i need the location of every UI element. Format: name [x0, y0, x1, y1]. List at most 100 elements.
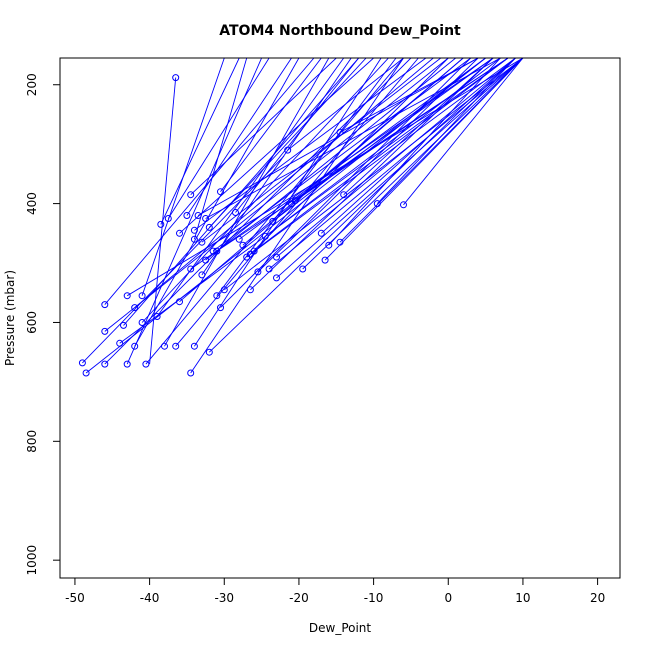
series-line-49 — [253, 58, 509, 252]
data-point-60 — [317, 229, 325, 237]
data-point-59 — [299, 265, 307, 273]
data-point-61 — [321, 256, 329, 264]
data-point-65 — [340, 191, 348, 199]
series-line-27 — [193, 58, 248, 240]
data-point-33 — [202, 215, 210, 222]
data-point-13 — [138, 292, 146, 300]
data-point-66 — [373, 200, 381, 208]
data-point-51 — [261, 232, 269, 240]
series-line-36 — [208, 58, 367, 228]
data-point-31 — [198, 271, 206, 279]
series-line-32 — [201, 58, 442, 243]
data-point-27 — [190, 235, 198, 243]
series-line-50 — [257, 58, 479, 273]
series-line-19 — [167, 58, 270, 219]
x-tick-label: -50 — [65, 591, 85, 605]
data-point-55 — [273, 274, 280, 282]
y-tick-label: 400 — [25, 192, 39, 215]
series-line-67 — [403, 58, 524, 206]
series-line-53 — [272, 58, 486, 222]
chart-title: ATOM4 Northbound Dew_Point — [219, 23, 461, 39]
series-line-11 — [134, 58, 300, 347]
data-point-22 — [176, 229, 183, 237]
series-line-22 — [179, 58, 374, 234]
series-line-17 — [160, 58, 240, 225]
data-point-24 — [187, 191, 195, 199]
data-point-10 — [123, 292, 131, 300]
data-point-14 — [138, 319, 146, 326]
series-line-24 — [190, 58, 337, 196]
data-point-37 — [209, 247, 217, 255]
data-point-25 — [187, 265, 195, 273]
series-line-52 — [268, 58, 524, 270]
data-point-48 — [246, 286, 254, 294]
data-point-21 — [176, 298, 183, 306]
x-tick-label: -10 — [364, 591, 384, 605]
x-tick-label: -30 — [214, 591, 234, 605]
data-point-15 — [142, 360, 150, 368]
series-line-64 — [339, 58, 524, 243]
data-point-42 — [220, 286, 228, 294]
data-point-53 — [269, 217, 277, 225]
y-tick-label: 1000 — [25, 545, 39, 576]
data-point-4 — [101, 301, 109, 309]
y-tick-label: 200 — [25, 73, 39, 96]
data-point-39 — [213, 247, 221, 255]
data-point-38 — [213, 292, 221, 300]
data-point-28 — [190, 342, 198, 350]
data-point-35 — [205, 348, 213, 356]
data-point-49 — [250, 247, 258, 255]
series-line-63 — [339, 58, 479, 133]
data-point-67 — [400, 201, 407, 209]
y-axis-label: Pressure (mbar) — [3, 270, 17, 366]
data-point-7 — [116, 339, 124, 347]
data-point-52 — [265, 265, 273, 273]
series-line-65 — [343, 58, 494, 196]
series-line-43 — [235, 58, 360, 213]
data-point-45 — [239, 241, 247, 249]
x-axis-label: Dew_Point — [309, 621, 372, 635]
data-point-5 — [101, 360, 109, 368]
series-line-16 — [156, 58, 345, 317]
series-line-57 — [291, 58, 494, 204]
series-line-54 — [276, 58, 516, 258]
series-line-9 — [126, 58, 263, 365]
data-point-29 — [190, 226, 198, 234]
series-line-40 — [220, 58, 322, 192]
data-point-17 — [157, 220, 165, 228]
data-point-26 — [187, 369, 195, 377]
y-tick-label: 600 — [25, 311, 39, 334]
data-point-50 — [254, 268, 262, 276]
series-line-46 — [246, 58, 516, 258]
data-point-32 — [198, 238, 206, 246]
series-line-31 — [201, 58, 352, 276]
data-point-41 — [217, 304, 224, 312]
series-line-18 — [164, 58, 330, 347]
data-point-9 — [123, 360, 131, 368]
data-point-54 — [273, 253, 280, 261]
y-tick-label: 800 — [25, 430, 39, 453]
series-line-15 — [145, 58, 404, 365]
data-point-64 — [336, 238, 344, 246]
data-point-36 — [205, 223, 213, 231]
series-line-23 — [186, 58, 292, 216]
x-tick-label: 10 — [515, 591, 530, 605]
x-axis: -50 -40 -30 -20 -10 0 10 20 — [65, 577, 605, 605]
series-line-38 — [216, 58, 397, 296]
series-line-60 — [320, 58, 516, 234]
series-line-47 — [250, 58, 449, 255]
series-line-37 — [212, 58, 471, 252]
data-point-16 — [153, 313, 161, 320]
data-point-8 — [120, 321, 127, 329]
series-layer — [82, 58, 524, 374]
data-point-19 — [164, 215, 172, 222]
series-line-51 — [265, 58, 501, 237]
x-tick-label: 20 — [590, 591, 605, 605]
series-line-66 — [376, 58, 516, 204]
data-point-62 — [325, 241, 333, 249]
data-point-43 — [232, 209, 239, 216]
series-line-2 — [82, 155, 285, 364]
data-point-58 — [291, 197, 299, 205]
